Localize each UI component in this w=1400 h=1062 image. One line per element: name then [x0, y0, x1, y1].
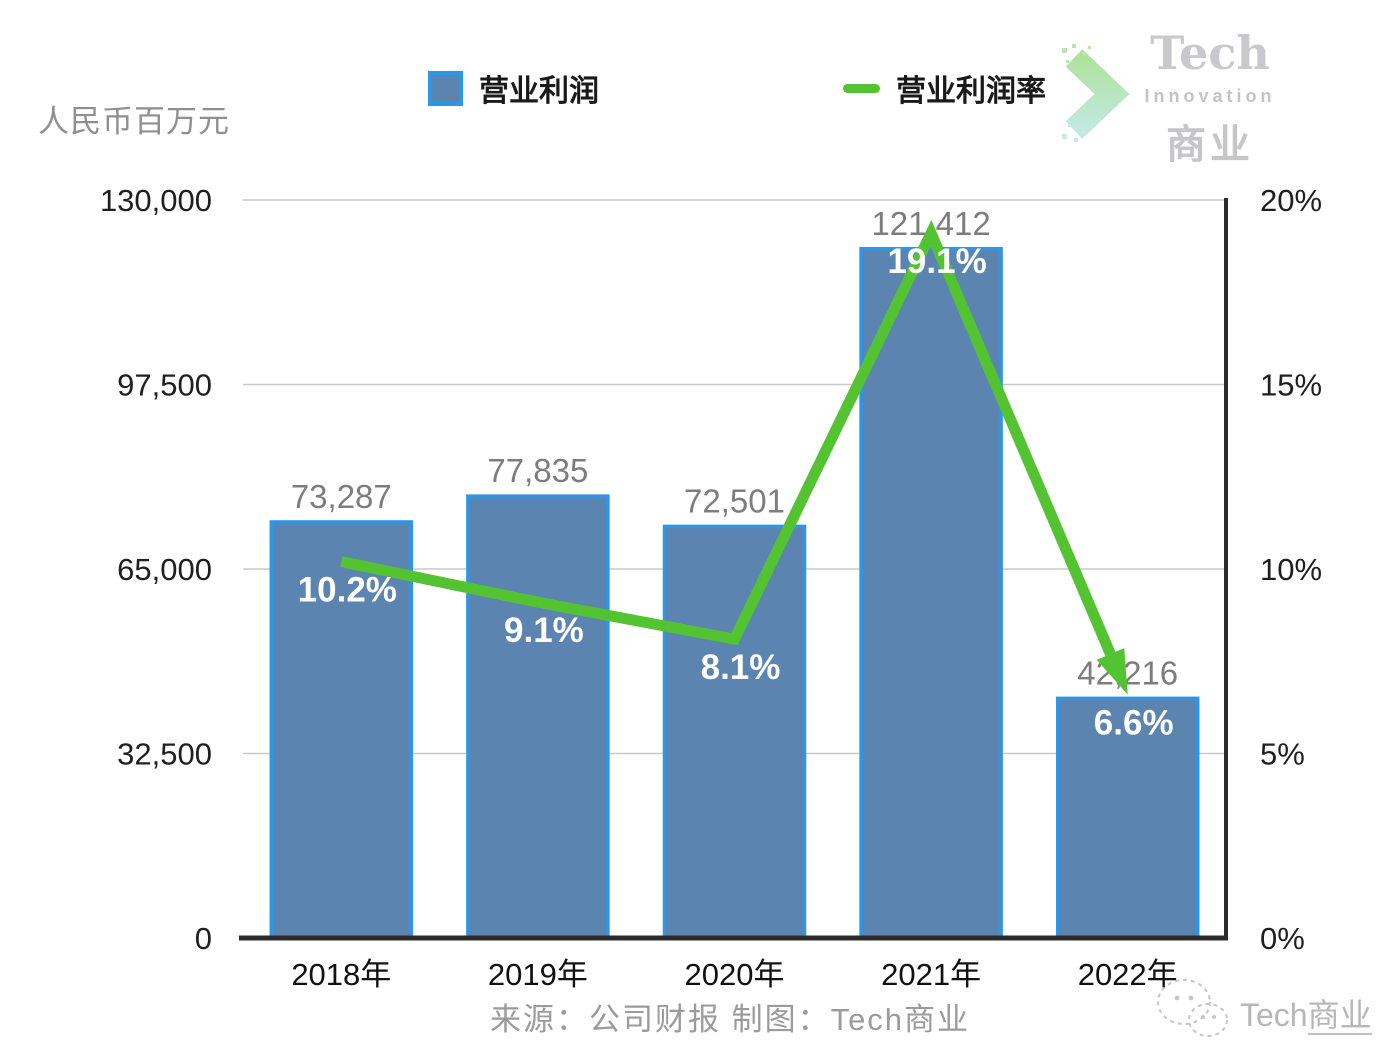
left-axis-tick: 0	[195, 921, 212, 956]
bar-2019年	[466, 494, 610, 940]
bar-value-label: 42,216	[1077, 654, 1178, 691]
legend-item-operating-margin: 营业利润率	[843, 66, 1046, 110]
watermark-text: Tech商业	[1240, 997, 1372, 1035]
margin-line-arrowhead-icon	[1096, 648, 1128, 695]
x-axis-category-label: 2021年	[881, 957, 981, 992]
right-axis-tick: 0%	[1260, 921, 1305, 956]
bar-2022年	[1055, 696, 1200, 940]
left-axis-tick: 130,000	[100, 183, 212, 218]
margin-pct-label: 19.1%	[887, 242, 986, 281]
bar-2021年	[859, 247, 1003, 940]
bar-value-label: 77,835	[487, 452, 588, 489]
margin-pct-label: 8.1%	[701, 648, 781, 687]
bar-value-label: 72,501	[684, 482, 785, 519]
logo-text-innovation: Innovation	[1144, 86, 1276, 106]
legend-label-operating-profit: 营业利润	[479, 75, 599, 108]
margin-pct-label: 9.1%	[504, 611, 584, 650]
left-axis-tick: 65,000	[117, 552, 212, 587]
wechat-watermark: Tech商业	[1150, 978, 1400, 1048]
x-axis-category-label: 2019年	[488, 957, 588, 992]
tech-innovation-logo: Tech Innovation 商业	[1058, 18, 1288, 167]
x-axis-category-label: 2020年	[685, 957, 785, 992]
logo-text-shangye: 商业	[1166, 123, 1254, 167]
right-axis-tick: 15%	[1260, 368, 1322, 403]
y-axis-unit-label: 人民币百万元	[38, 104, 230, 139]
bar-2018年	[269, 520, 414, 940]
chevron-arrow-icon	[1062, 44, 1130, 142]
legend-item-operating-profit: 营业利润	[428, 66, 599, 110]
wechat-icon	[1157, 979, 1228, 1037]
x-axis-category-label: 2018年	[291, 957, 391, 992]
margin-pct-label: 6.6%	[1094, 703, 1174, 742]
legend-label-operating-margin: 营业利润率	[896, 75, 1046, 108]
right-axis-tick: 10%	[1260, 552, 1322, 587]
margin-line	[340, 219, 1116, 657]
left-axis-tick: 32,500	[117, 737, 212, 772]
logo-text-tech: Tech	[1150, 26, 1270, 80]
bar-series-swatch-icon	[428, 70, 463, 106]
data-source-caption: 来源：公司财报 制图：Tech商业	[489, 1002, 971, 1037]
right-axis-tick: 5%	[1260, 737, 1305, 772]
bar-value-label: 73,287	[291, 478, 392, 515]
bar-2020年	[662, 524, 807, 940]
left-axis-tick: 97,500	[117, 368, 212, 403]
margin-pct-label: 10.2%	[298, 571, 397, 610]
line-series-swatch-icon	[843, 83, 880, 93]
x-axis-category-label: 2022年	[1078, 957, 1178, 992]
right-axis-tick: 20%	[1260, 183, 1322, 218]
